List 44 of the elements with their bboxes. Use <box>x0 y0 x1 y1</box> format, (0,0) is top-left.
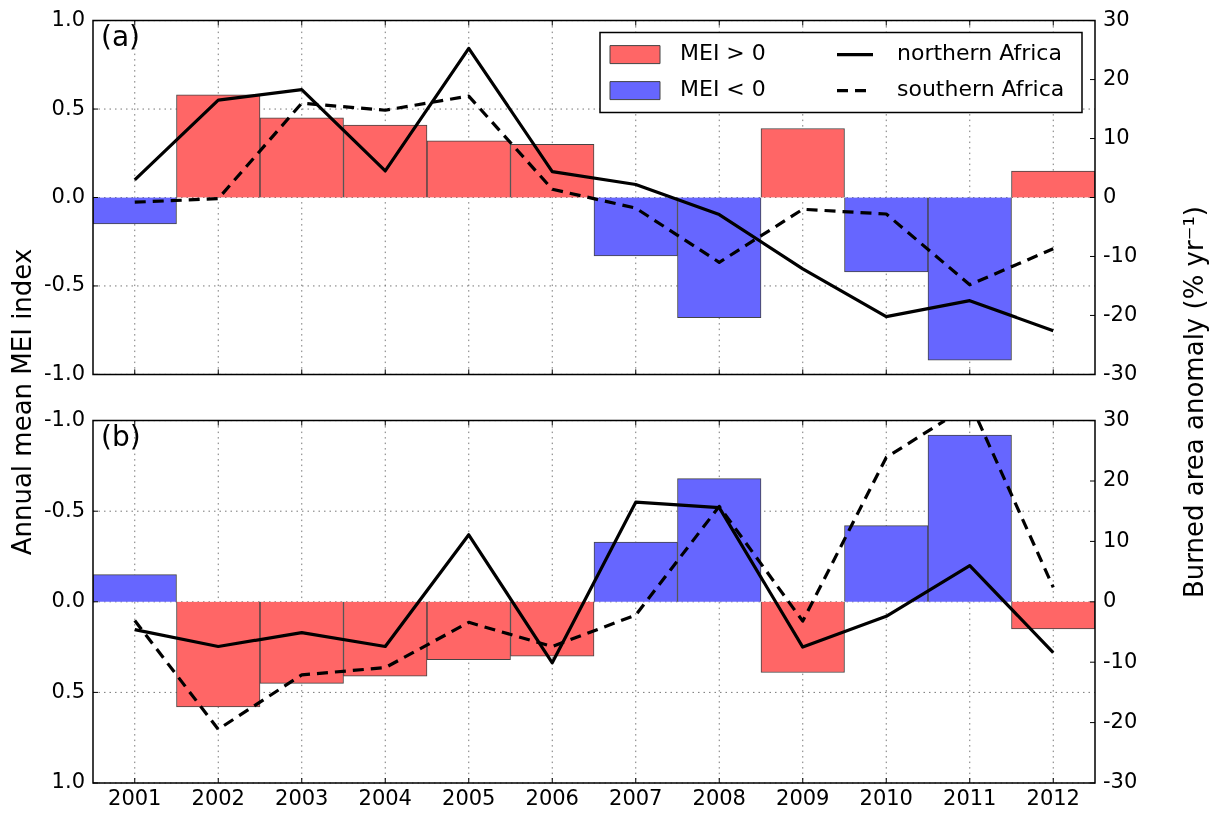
y2-tick-label: -20 <box>1103 709 1138 734</box>
y-tick-label: 0.0 <box>51 588 85 613</box>
annotation: (a) <box>101 19 141 53</box>
y-tick-label: -0.5 <box>44 497 85 522</box>
y2-tick-label: 30 <box>1103 407 1130 432</box>
x-tick-label: 2007 <box>609 786 663 811</box>
legend-label: MEI > 0 <box>680 40 766 66</box>
y-tick-label: 0.5 <box>51 678 85 703</box>
x-tick-label: 2005 <box>442 786 496 811</box>
y2-tick-label: -30 <box>1103 769 1138 794</box>
x-tick-label: 2011 <box>943 786 997 811</box>
y-tick-label: -1.0 <box>44 407 85 432</box>
legend-label: MEI < 0 <box>680 76 766 102</box>
y-tick-label: -1.0 <box>44 360 85 385</box>
x-tick-label: 2004 <box>358 786 412 811</box>
x-tick-label: 2001 <box>108 786 162 811</box>
y-tick-label: 0.5 <box>51 95 85 120</box>
legend-label: southern Africa <box>897 76 1065 102</box>
x-tick-label: 2012 <box>1026 786 1080 811</box>
y2-tick-label: 0 <box>1103 588 1117 613</box>
legend-label: northern Africa <box>897 40 1062 66</box>
y2-tick-label: 20 <box>1103 66 1130 91</box>
x-tick-label: 2006 <box>525 786 579 811</box>
annotation: (b) <box>101 419 141 453</box>
y2-tick-label: 0 <box>1103 183 1117 208</box>
y-tick-label: 1.0 <box>51 7 85 32</box>
y2-tick-label: 10 <box>1103 527 1130 552</box>
y2-tick-label: -20 <box>1103 301 1138 326</box>
y2-tick-label: 30 <box>1103 7 1130 32</box>
y-axis-title: Annual mean MEI index <box>7 248 37 556</box>
x-tick-label: 2003 <box>275 786 329 811</box>
y2-tick-label: -10 <box>1103 648 1138 673</box>
y-tick-label: 1.0 <box>51 769 85 794</box>
x-tick-label: 2008 <box>692 786 746 811</box>
y2-tick-label: 20 <box>1103 467 1130 492</box>
y-tick-label: 0.0 <box>51 183 85 208</box>
x-tick-label: 2010 <box>859 786 913 811</box>
y2-tick-label: -30 <box>1103 360 1138 385</box>
y2-tick-label: -10 <box>1103 242 1138 267</box>
y2-tick-label: 10 <box>1103 124 1130 149</box>
x-tick-label: 2002 <box>191 786 245 811</box>
y-tick-label: -0.5 <box>44 272 85 297</box>
x-tick-label: 2009 <box>776 786 830 811</box>
y2-axis-title: Burned area anomaly (% yr⁻¹) <box>1179 206 1209 598</box>
